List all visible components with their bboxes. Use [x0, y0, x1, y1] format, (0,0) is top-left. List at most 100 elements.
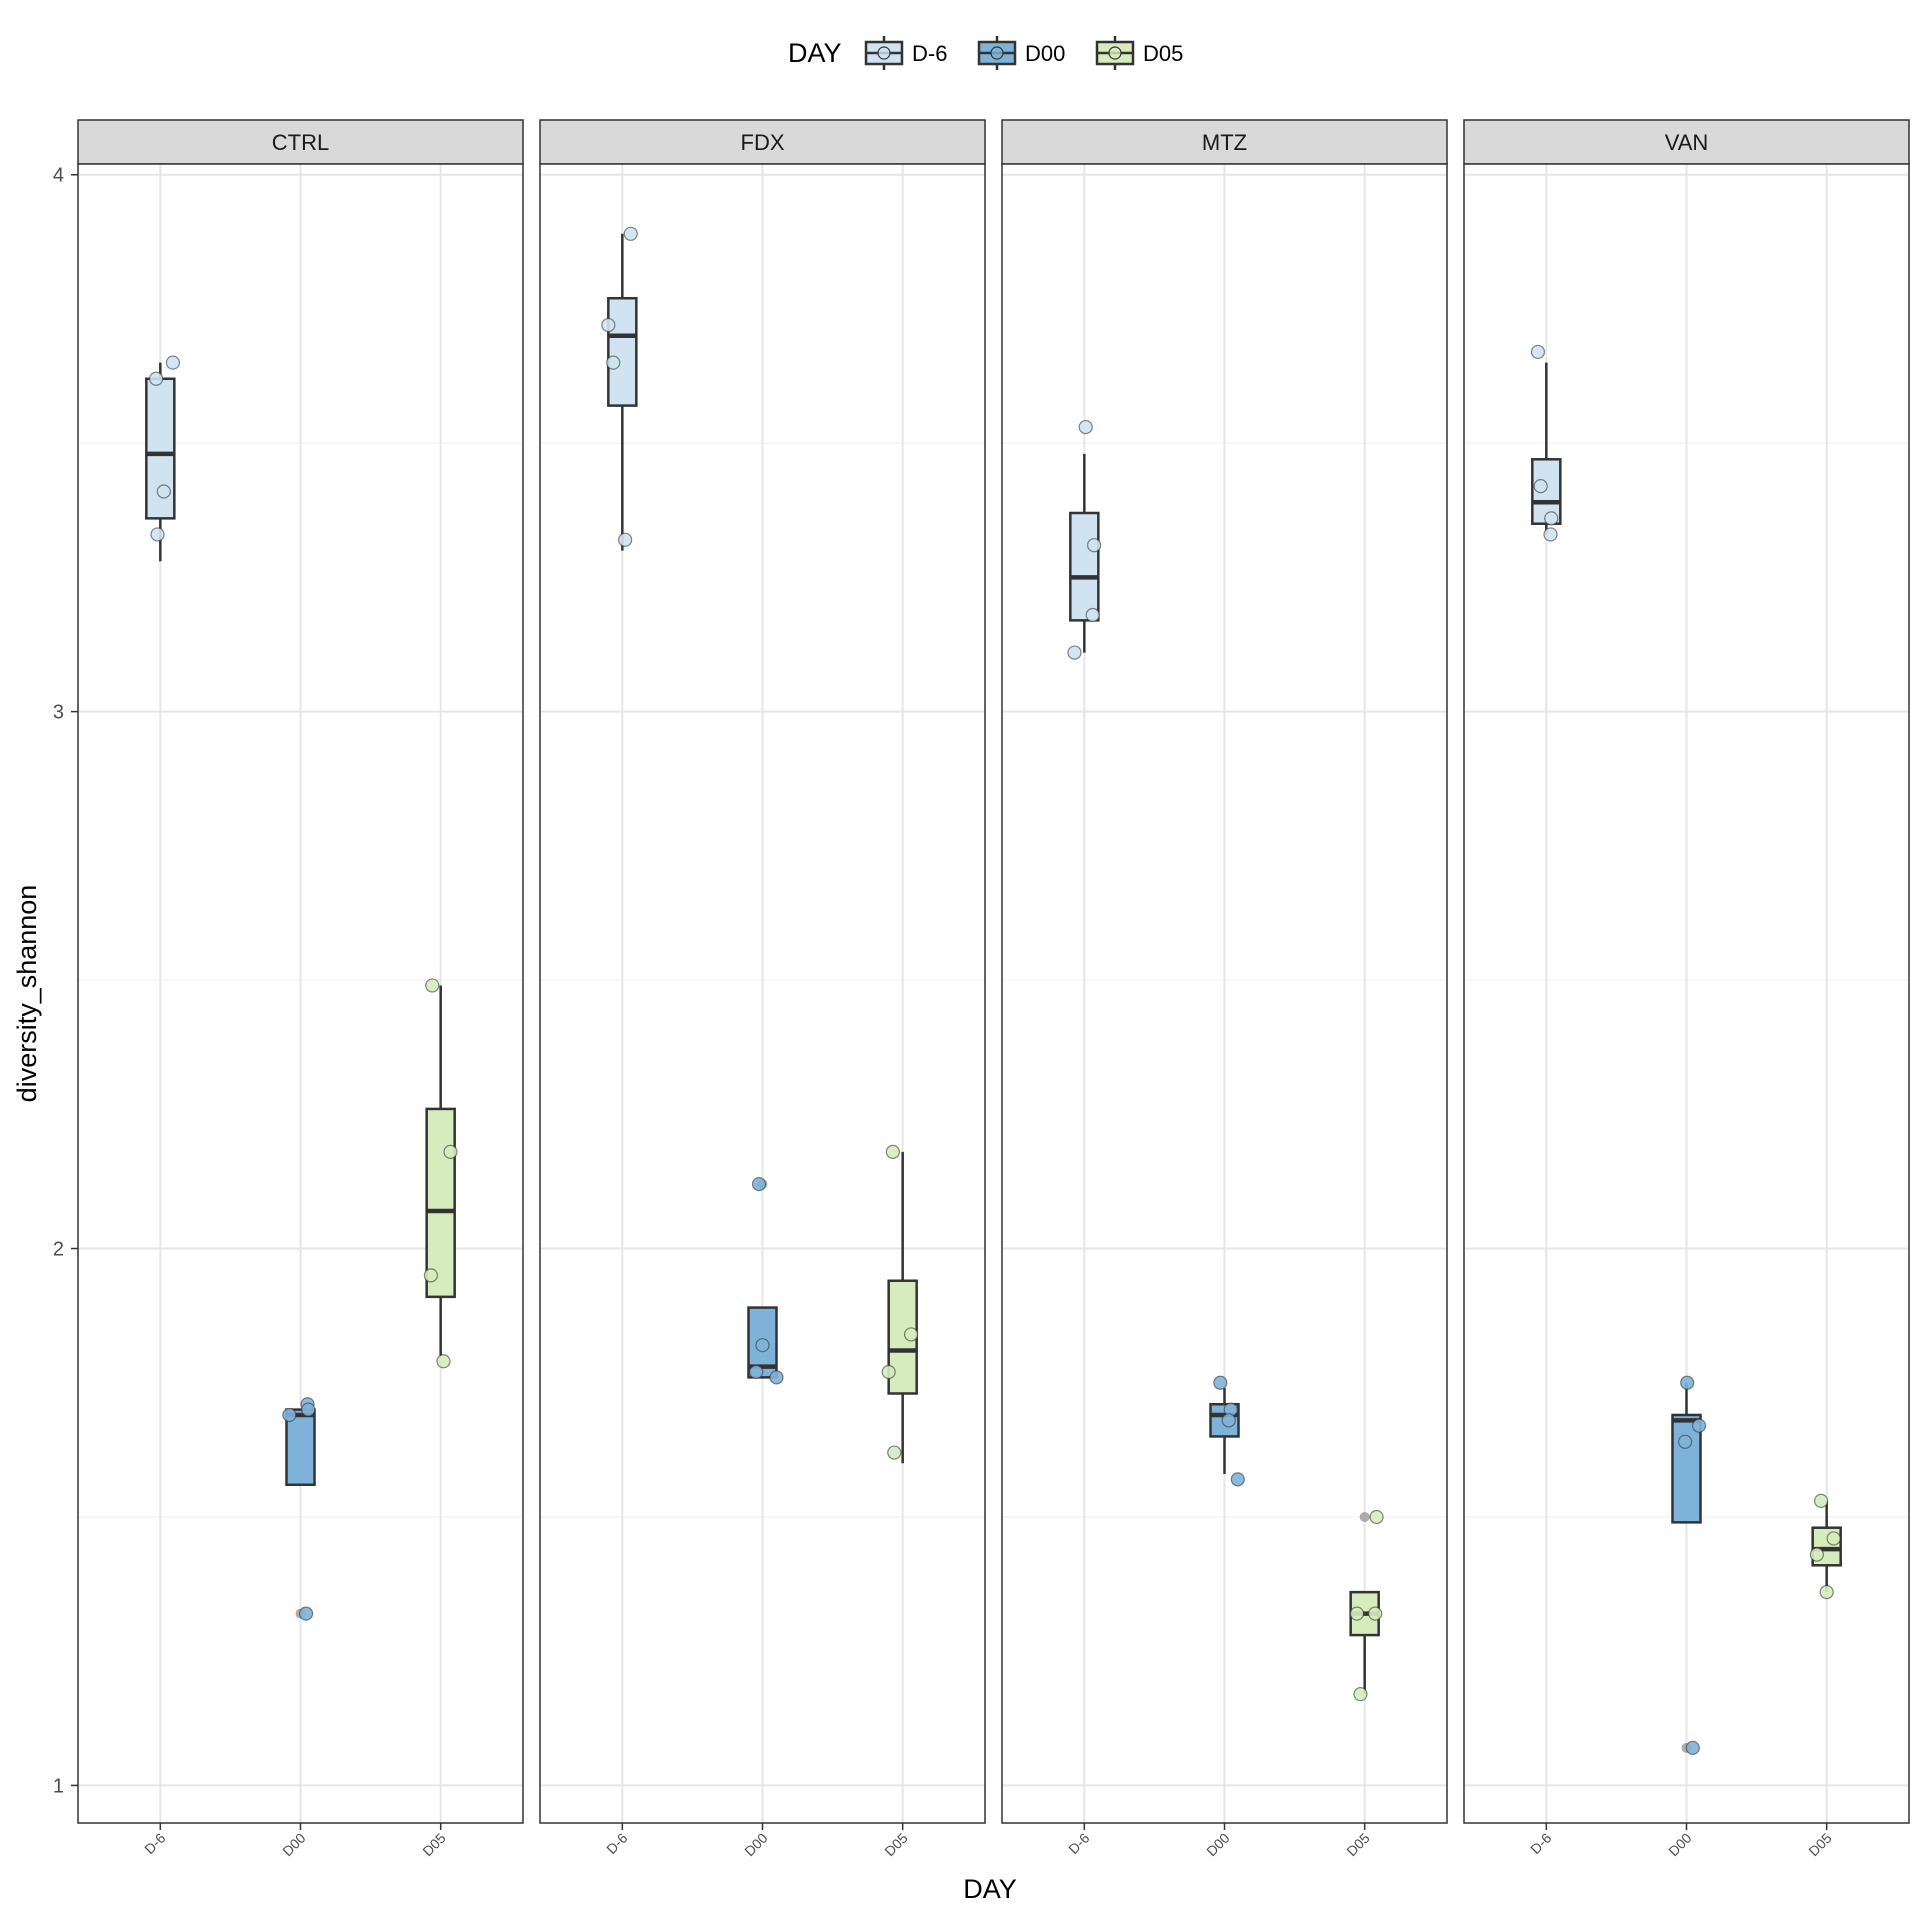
- y-tick-label: 1: [53, 1775, 64, 1797]
- data-point: [755, 1338, 770, 1353]
- x-axis-title: DAY: [963, 1874, 1017, 1904]
- x-tick-label-d05: D05: [419, 1830, 449, 1860]
- facet-label-mtz: MTZ: [1202, 130, 1247, 155]
- y-tick-label: 4: [53, 165, 64, 187]
- x-tick-label-d00: D00: [1203, 1830, 1233, 1860]
- data-point: [887, 1445, 902, 1460]
- legend-key-point: [990, 46, 1004, 60]
- facet-strip: [77, 119, 524, 165]
- legend-key-d-6: [864, 36, 904, 70]
- box-d05: [1349, 1509, 1384, 1702]
- data-point: [423, 1268, 438, 1283]
- legend: DAY D-6 D00 D05: [788, 36, 1183, 70]
- data-point: [881, 1364, 896, 1380]
- data-point: [1078, 419, 1093, 435]
- data-point: [903, 1327, 919, 1342]
- data-point: [1680, 1375, 1695, 1390]
- data-point: [436, 1354, 451, 1369]
- data-point: [1369, 1509, 1384, 1525]
- data-point: [299, 1606, 314, 1621]
- x-tick-label-d00: D00: [1665, 1830, 1695, 1860]
- box-d05: [423, 978, 458, 1369]
- data-point: [1085, 607, 1100, 623]
- box-body: [1069, 511, 1100, 622]
- box-d00: [1209, 1375, 1245, 1487]
- facet-strip: [539, 119, 986, 165]
- box-body: [285, 1408, 316, 1487]
- data-point: [1349, 1606, 1365, 1621]
- box-d-6: [145, 355, 181, 562]
- box-d00: [1671, 1375, 1707, 1755]
- box-d05: [881, 1144, 919, 1464]
- x-tick-label-d00: D00: [741, 1830, 771, 1860]
- x-tick-label-d05: D05: [1805, 1830, 1835, 1860]
- y-tick-label: 2: [53, 1239, 64, 1261]
- y-axis-title: diversity_shannon: [12, 885, 42, 1103]
- data-point: [165, 355, 181, 370]
- data-point: [425, 978, 440, 993]
- x-tick-label-d05: D05: [1343, 1830, 1373, 1860]
- data-point: [601, 317, 616, 333]
- data-point: [1544, 511, 1559, 526]
- facet-label-ctrl: CTRL: [272, 130, 329, 155]
- data-point: [1230, 1472, 1245, 1487]
- data-point: [1213, 1375, 1228, 1390]
- facet-strip: [1463, 119, 1910, 165]
- panel-van: VAN D-6 D00 D05: [1463, 119, 1910, 1860]
- legend-label-d-6: D-6: [912, 41, 947, 66]
- data-point: [1533, 479, 1548, 494]
- data-point: [749, 1364, 764, 1380]
- data-point: [623, 226, 638, 241]
- x-tick-label-d00: D00: [279, 1830, 309, 1860]
- facet-label-van: VAN: [1665, 130, 1709, 155]
- x-tick-label-d-6: D-6: [603, 1830, 630, 1857]
- data-point: [1826, 1531, 1841, 1546]
- data-point: [1087, 538, 1102, 553]
- outlier-point: [1359, 1511, 1370, 1522]
- data-point: [1368, 1606, 1383, 1621]
- panel-fdx: FDX D-6 D00 D05: [539, 119, 986, 1860]
- box-body: [607, 296, 638, 407]
- data-point: [1353, 1687, 1368, 1702]
- data-point: [1530, 344, 1546, 360]
- data-point: [1543, 527, 1558, 542]
- box-d00: [747, 1176, 784, 1385]
- legend-key-d00: [977, 36, 1017, 70]
- data-point: [1809, 1547, 1824, 1562]
- data-point: [150, 527, 165, 542]
- data-point: [1685, 1740, 1700, 1755]
- box-body: [425, 1107, 456, 1299]
- data-point: [156, 484, 171, 499]
- data-point: [1813, 1493, 1829, 1508]
- x-tick-label-d05: D05: [881, 1830, 911, 1860]
- data-point: [618, 532, 633, 547]
- x-tick-label-d-6: D-6: [1527, 1830, 1554, 1857]
- data-point: [282, 1407, 297, 1423]
- facet-label-fdx: FDX: [741, 130, 785, 155]
- data-point: [769, 1370, 784, 1385]
- data-point: [149, 371, 164, 386]
- box-d-6: [1530, 344, 1562, 542]
- data-point: [606, 355, 621, 370]
- box-d-6: [601, 226, 638, 551]
- legend-key-point: [1108, 46, 1122, 60]
- data-point: [301, 1402, 316, 1417]
- box-body: [1671, 1413, 1702, 1524]
- legend-title: DAY: [788, 38, 842, 68]
- data-point: [443, 1144, 458, 1159]
- y-axis: 1 2 3 4: [53, 165, 78, 1797]
- data-point: [1819, 1585, 1834, 1600]
- legend-label-d05: D05: [1143, 41, 1183, 66]
- data-point: [751, 1176, 767, 1192]
- box-d00: [282, 1397, 316, 1621]
- legend-key-d05: [1095, 36, 1135, 70]
- data-point: [885, 1144, 900, 1159]
- data-point: [1067, 645, 1082, 660]
- facet-strip: [1001, 119, 1448, 165]
- x-tick-label-d-6: D-6: [141, 1830, 168, 1857]
- box-d-6: [1067, 419, 1102, 660]
- data-point: [1691, 1418, 1707, 1433]
- panel-ctrl: CTRL D-6 D00 D05: [77, 119, 524, 1860]
- box-d05: [1809, 1493, 1842, 1600]
